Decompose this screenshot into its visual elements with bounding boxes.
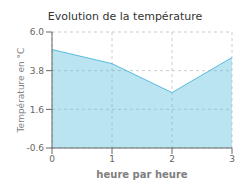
svg-text:Température en °C: Température en °C <box>16 48 26 134</box>
svg-text:3.8: 3.8 <box>30 66 45 76</box>
svg-text:6.0: 6.0 <box>30 27 45 37</box>
svg-text:2: 2 <box>169 154 175 164</box>
svg-text:3: 3 <box>229 154 235 164</box>
svg-text:heure par heure: heure par heure <box>96 169 187 180</box>
svg-text:1: 1 <box>109 154 115 164</box>
svg-text:-0.6: -0.6 <box>26 143 44 153</box>
svg-text:1.6: 1.6 <box>30 105 45 115</box>
html-text:Evolution de la température: Evolution de la température <box>47 10 203 23</box>
svg-text:0: 0 <box>49 154 55 164</box>
